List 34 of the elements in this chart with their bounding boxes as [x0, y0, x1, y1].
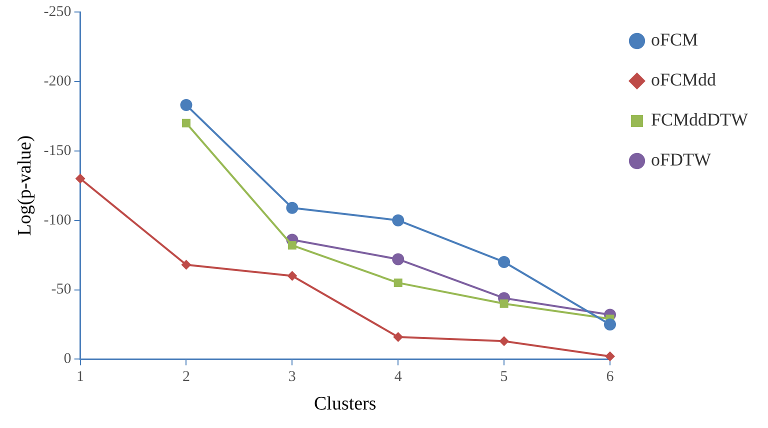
- x-tick-label: 5: [500, 369, 508, 386]
- legend-label: oFCMdd: [650, 70, 716, 90]
- point: [393, 332, 404, 342]
- point: [75, 174, 86, 184]
- point: [498, 256, 510, 268]
- point: [182, 118, 190, 128]
- y-tick-label: -50: [51, 282, 72, 298]
- y-tick-label: 0: [64, 351, 72, 368]
- point: [604, 318, 616, 330]
- point: [394, 278, 402, 288]
- point: [180, 99, 192, 112]
- y-tick-label: -250: [44, 4, 72, 20]
- y-tick-label: -200: [44, 73, 72, 90]
- x-tick-label: 2: [182, 369, 190, 386]
- point: [287, 270, 298, 281]
- y-axis-title: Log(p-value): [14, 135, 36, 236]
- x-tick-label: 6: [606, 369, 614, 386]
- legend-label: oFDTW: [650, 150, 711, 170]
- point: [392, 214, 404, 226]
- x-tick-label: 4: [394, 369, 402, 386]
- point: [288, 241, 296, 250]
- point: [392, 253, 404, 266]
- point: [604, 351, 615, 362]
- legend-label: oFCM: [650, 30, 698, 50]
- point: [286, 202, 298, 214]
- point: [499, 336, 510, 346]
- x-tick-label: 3: [288, 369, 296, 386]
- x-tick-label: 1: [76, 369, 84, 386]
- point: [181, 260, 192, 270]
- point: [500, 299, 508, 308]
- x-axis-title: Clusters: [314, 394, 376, 415]
- legend-label: FCMddDTW: [650, 110, 748, 130]
- y-tick-label: -100: [44, 212, 72, 228]
- y-tick-label: -150: [44, 142, 72, 159]
